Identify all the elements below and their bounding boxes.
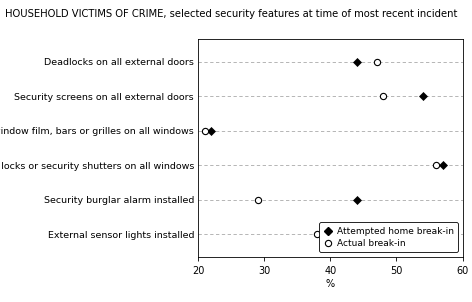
Legend: Attempted home break-in, Actual break-in: Attempted home break-in, Actual break-in bbox=[320, 223, 458, 252]
Text: HOUSEHOLD VICTIMS OF CRIME, selected security features at time of most recent in: HOUSEHOLD VICTIMS OF CRIME, selected sec… bbox=[5, 9, 457, 19]
X-axis label: %: % bbox=[326, 278, 335, 288]
